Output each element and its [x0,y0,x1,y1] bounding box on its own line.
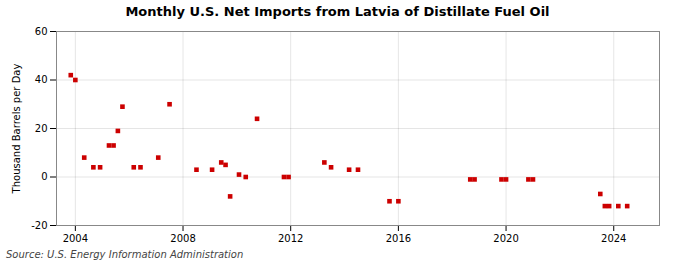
svg-text:2024: 2024 [601,233,626,244]
html-text:Monthly U.S. Net Imports from: Monthly U.S. Net Imports from Latvia of … [125,4,550,19]
svg-text:2012: 2012 [278,233,303,244]
svg-text:-20: -20 [31,220,47,231]
svg-text:0: 0 [41,171,47,182]
svg-text:Thousand Barrels per Day: Thousand Barrels per Day [11,64,22,195]
svg-text:2004: 2004 [63,233,88,244]
svg-text:60: 60 [35,26,48,37]
svg-text:20: 20 [35,123,48,134]
svg-text:2020: 2020 [493,233,518,244]
html-text:Source: U.S. Energy Informatio: Source: U.S. Energy Information Administ… [6,249,244,260]
svg-text:2016: 2016 [386,233,411,244]
svg-text:2008: 2008 [170,233,195,244]
svg-text:40: 40 [35,74,48,85]
